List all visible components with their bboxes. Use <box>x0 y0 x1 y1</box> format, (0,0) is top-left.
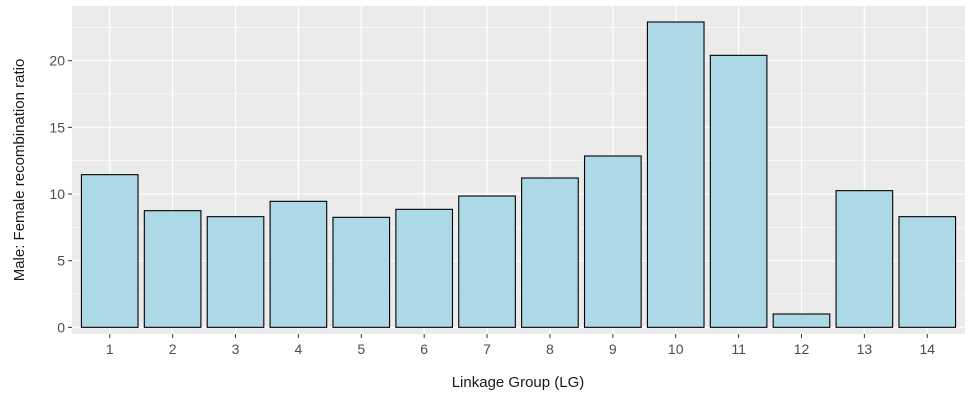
x-tick-label: 8 <box>546 341 554 357</box>
x-tick-label: 7 <box>483 341 491 357</box>
x-tick-label: 13 <box>857 341 873 357</box>
bar-lg-7 <box>458 195 516 328</box>
y-axis-title: Male: Female recombination ratio <box>11 59 28 282</box>
bar-lg-4 <box>269 200 328 328</box>
bar-lg-10 <box>646 21 705 328</box>
bar-lg-6 <box>395 208 454 328</box>
x-axis-title: Linkage Group (LG) <box>452 374 585 391</box>
bar-lg-9 <box>583 155 642 328</box>
bar-lg-8 <box>521 177 579 328</box>
y-tick-label: 5 <box>57 253 65 269</box>
x-tick-label: 4 <box>294 341 302 357</box>
bar-lg-3 <box>206 216 265 328</box>
y-tick-label: 20 <box>49 53 65 69</box>
x-tick-label: 11 <box>731 341 746 357</box>
y-tick-label: 0 <box>57 319 65 335</box>
bar-lg-11 <box>709 54 768 328</box>
bar-lg-5 <box>332 216 391 328</box>
x-tick-label: 2 <box>169 341 177 357</box>
bars <box>80 21 957 328</box>
bar-lg-2 <box>143 210 202 328</box>
x-axis-ticks: 1 2 3 4 5 6 7 8 9 10 11 12 13 14 <box>106 334 935 357</box>
x-tick-label: 6 <box>420 341 428 357</box>
y-tick-label: 15 <box>49 119 65 135</box>
bar-lg-12 <box>772 313 831 328</box>
y-tick-label: 10 <box>49 186 65 202</box>
x-tick-label: 14 <box>919 341 935 357</box>
x-tick-label: 1 <box>106 341 114 357</box>
bar-lg-1 <box>80 174 139 328</box>
x-tick-label: 9 <box>609 341 617 357</box>
y-axis-ticks: 0 5 10 15 20 <box>49 53 72 335</box>
bar-lg-14 <box>898 216 957 328</box>
plot-panel <box>72 6 965 334</box>
x-tick-label: 10 <box>668 341 684 357</box>
x-tick-label: 3 <box>232 341 240 357</box>
x-tick-label: 5 <box>357 341 365 357</box>
x-tick-label: 12 <box>794 341 810 357</box>
bar-lg-13 <box>835 190 894 328</box>
